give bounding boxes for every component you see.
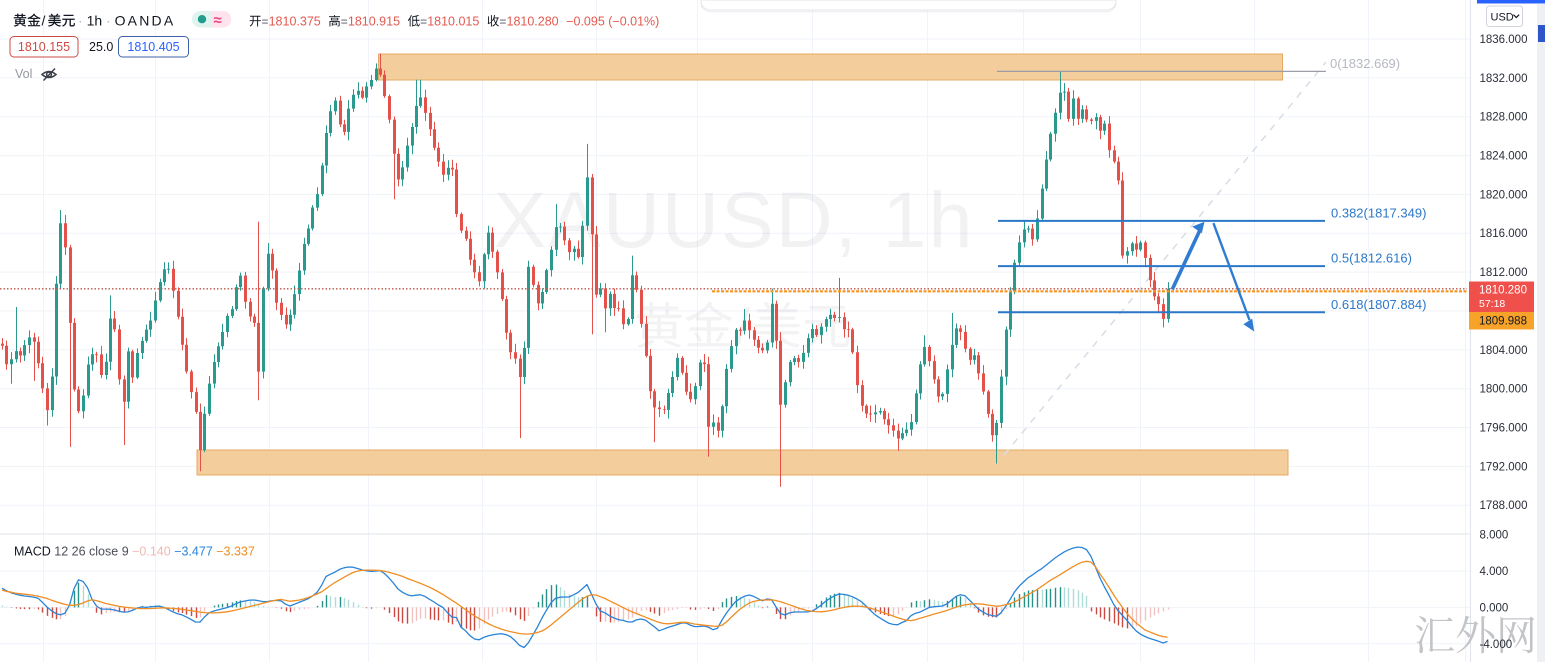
svg-text:1800.000: 1800.000 [1480,384,1528,396]
svg-text:MACD 12 26 close 9 −0.140 −3.: MACD 12 26 close 9 −0.140 −3.477 −3.337 [14,545,255,559]
svg-text:1810.015: 1810.015 [427,15,479,29]
svg-text:1832.000: 1832.000 [1480,73,1528,85]
svg-text:1792.000: 1792.000 [1480,461,1528,473]
svg-text:=: = [420,15,427,29]
svg-text:· 1h · OANDA: · 1h · OANDA [78,13,175,29]
svg-text:0(1832.669): 0(1832.669) [1330,56,1400,71]
svg-text:0.382(1817.349): 0.382(1817.349) [1331,206,1426,221]
svg-text:1810.915: 1810.915 [348,15,400,29]
svg-text:0.618(1807.884): 0.618(1807.884) [1331,297,1426,312]
svg-text:≈: ≈ [214,12,222,29]
svg-text:1810.280: 1810.280 [507,15,559,29]
svg-text:1836.000: 1836.000 [1480,34,1528,46]
svg-text:8.000: 8.000 [1480,530,1509,542]
svg-text:=: = [499,15,506,29]
svg-text:1788.000: 1788.000 [1480,500,1528,512]
svg-text:1810.280: 1810.280 [1479,285,1527,297]
svg-text:1804.000: 1804.000 [1480,345,1528,357]
svg-text:1828.000: 1828.000 [1480,112,1528,124]
svg-text:=: = [341,15,348,29]
svg-text:1824.000: 1824.000 [1480,151,1528,163]
svg-text:1809.988: 1809.988 [1479,316,1527,328]
svg-text:1810.375: 1810.375 [269,15,321,29]
svg-text:1812.000: 1812.000 [1480,267,1528,279]
svg-text:1820.000: 1820.000 [1480,189,1528,201]
svg-text:4.000: 4.000 [1480,566,1509,578]
svg-text:USD: USD [1491,11,1514,23]
svg-text:/: / [42,13,46,29]
svg-text:Vol: Vol [15,67,32,81]
svg-text:0.000: 0.000 [1480,602,1509,614]
svg-text:1816.000: 1816.000 [1480,228,1528,240]
svg-text:-4.000: -4.000 [1480,639,1513,651]
svg-text:0.5(1812.616): 0.5(1812.616) [1331,251,1412,266]
svg-text:57:18: 57:18 [1479,298,1505,310]
svg-text:=: = [262,15,269,29]
svg-text:1810.155: 1810.155 [18,40,70,54]
svg-text:1796.000: 1796.000 [1480,423,1528,435]
svg-text:−0.095 (−0.01%): −0.095 (−0.01%) [566,15,659,29]
svg-text:25.0: 25.0 [89,40,113,54]
svg-text:1810.405: 1810.405 [127,40,179,54]
svg-text:XAUUSD, 1h: XAUUSD, 1h [493,175,974,264]
